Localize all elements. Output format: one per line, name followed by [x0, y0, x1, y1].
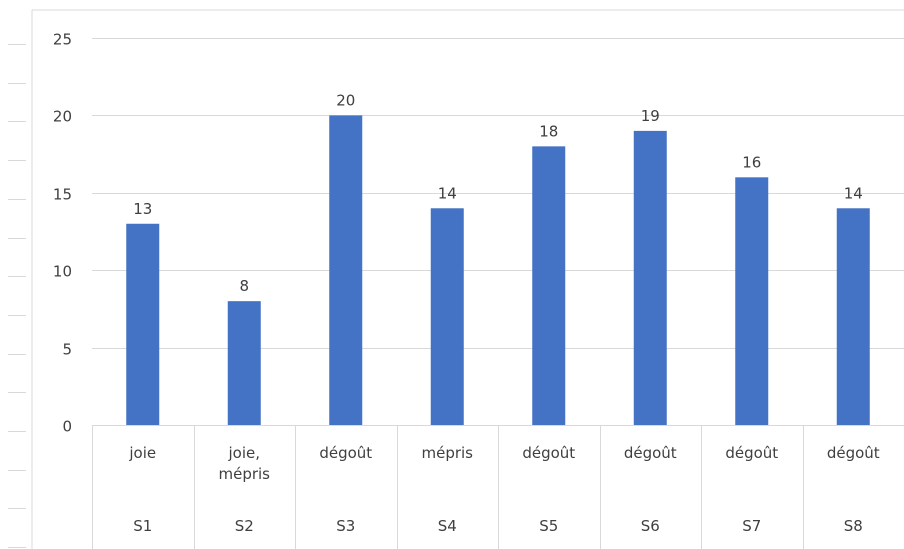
data-label: 19 — [641, 107, 660, 125]
category-group-label: S7 — [742, 517, 761, 535]
y-tick-label: 15 — [53, 186, 72, 204]
category-group-label: S3 — [336, 517, 355, 535]
x-axis-categories: joie S1 joie, mépris S2 dégoût S3 mépris S4 dégoû… — [92, 425, 880, 549]
category-group-label: S8 — [844, 517, 863, 535]
chart-frame — [8, 9, 904, 549]
data-label: 18 — [539, 122, 558, 140]
data-label: 13 — [133, 200, 152, 218]
y-tick-label: 0 — [62, 418, 72, 436]
data-label: 14 — [844, 184, 863, 202]
data-label: 14 — [438, 184, 457, 202]
category-label: dégoût — [319, 444, 372, 462]
category-label: joie — [128, 444, 156, 462]
bar — [735, 177, 769, 425]
data-label: 8 — [239, 277, 249, 295]
y-tick-label: 10 — [53, 263, 72, 281]
y-tick-label: 25 — [53, 31, 72, 49]
category-label: dégoût — [725, 444, 778, 462]
bar — [532, 146, 566, 426]
bars — [126, 115, 870, 426]
data-labels: 13 8 20 14 18 19 16 14 — [133, 91, 863, 295]
category-label: joie, — [227, 444, 260, 462]
category-group-label: S4 — [438, 517, 457, 535]
y-tick-label: 20 — [53, 108, 72, 126]
category-group-label: S2 — [235, 517, 254, 535]
category-label: mépris — [218, 465, 270, 483]
category-group-label: S6 — [641, 517, 660, 535]
category-label: dégoût — [827, 444, 880, 462]
gridlines — [92, 38, 904, 426]
bar — [430, 208, 464, 425]
category-group-label: S5 — [539, 517, 558, 535]
y-axis-ticks: 0 5 10 15 20 25 — [53, 31, 72, 436]
bar — [836, 208, 870, 425]
bar — [329, 115, 363, 426]
bar — [227, 301, 261, 425]
y-tick-label: 5 — [62, 341, 72, 359]
category-group-label: S1 — [133, 517, 152, 535]
category-label: dégoût — [624, 444, 677, 462]
category-label: mépris — [421, 444, 473, 462]
data-label: 16 — [742, 153, 761, 171]
data-label: 20 — [336, 91, 355, 109]
category-label: dégoût — [522, 444, 575, 462]
bar — [633, 130, 667, 425]
bar — [126, 223, 160, 425]
